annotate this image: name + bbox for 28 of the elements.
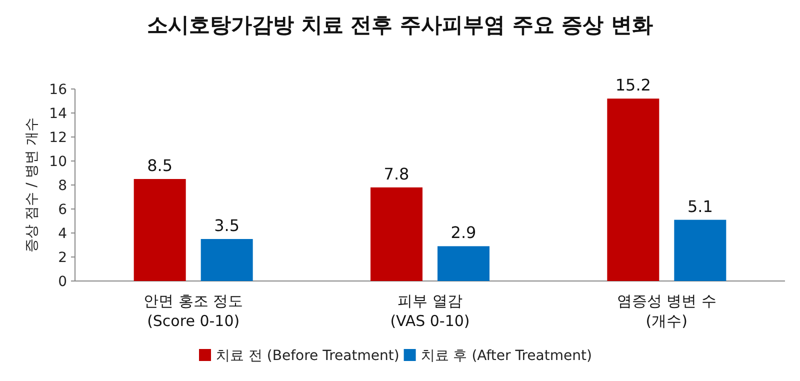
y-tick-label: 4: [58, 226, 68, 242]
bar: [134, 179, 186, 281]
data-label: 5.1: [687, 196, 713, 216]
data-label: 2.9: [450, 223, 476, 242]
y-tick-label: 6: [58, 202, 68, 218]
legend-label: 치료 전 (Before Treatment): [216, 348, 400, 364]
y-axis-title: 증상 점수 / 병변 개수: [24, 118, 40, 252]
x-tick-label: 염증성 병변 수 (개수): [616, 292, 716, 330]
data-label: 8.5: [147, 156, 173, 175]
x-tick-label: 피부 열감 (VAS 0-10): [390, 292, 470, 330]
legend-label: 치료 후 (After Treatment): [420, 348, 592, 364]
y-tick-label: 8: [58, 178, 67, 194]
y-tick-label: 2: [58, 250, 67, 266]
data-label: 15.2: [615, 76, 651, 95]
y-tick-label: 12: [49, 130, 67, 146]
chart-title: 소시호탕가감방 치료 전후 주사피부염 주요 증상 변화: [147, 13, 653, 37]
bar: [607, 98, 660, 281]
y-tick-label: 0: [58, 274, 67, 290]
bar: [438, 246, 490, 281]
y-tick-label: 14: [49, 106, 68, 122]
x-tick-label: 안면 홍조 정도 (Score 0-10): [144, 292, 244, 330]
bar: [200, 239, 253, 281]
y-tick-label: 16: [49, 82, 68, 98]
data-label: 7.8: [384, 164, 410, 184]
y-tick-label: 10: [49, 154, 67, 170]
data-label: 3.5: [214, 216, 240, 235]
bar: [674, 220, 726, 281]
bar: [370, 187, 422, 281]
